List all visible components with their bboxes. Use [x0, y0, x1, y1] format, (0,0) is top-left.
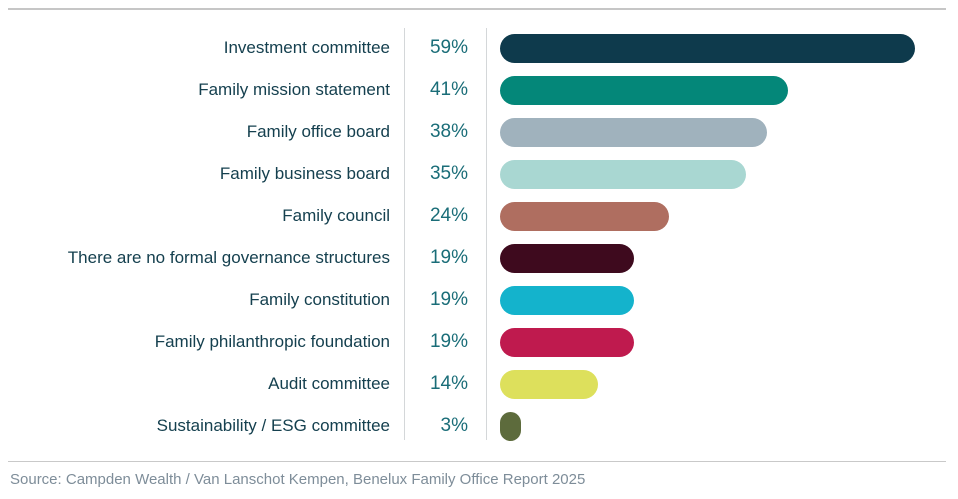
bar-track — [486, 75, 958, 105]
bar-track — [486, 411, 958, 441]
row-label: Sustainability / ESG committee — [156, 416, 390, 435]
row-label: Family philanthropic foundation — [154, 332, 390, 351]
row-label: Family council — [282, 206, 390, 225]
chart-row: Family philanthropic foundation 19% — [0, 321, 958, 363]
bar-track — [486, 327, 958, 357]
bar-track — [486, 201, 958, 231]
bar — [500, 369, 598, 399]
chart-row: Family office board 38% — [0, 111, 958, 153]
bar — [500, 243, 634, 273]
chart-row: Sustainability / ESG committee 3% — [0, 405, 958, 447]
row-value: 38% — [429, 121, 468, 142]
chart-row: Family council 24% — [0, 195, 958, 237]
bar-track — [486, 117, 958, 147]
top-rule — [8, 8, 946, 10]
row-label: Investment committee — [223, 38, 390, 57]
row-value: 41% — [429, 79, 468, 100]
chart-row: Investment committee 59% — [0, 27, 958, 69]
row-label: Family mission statement — [198, 80, 390, 99]
bar — [500, 33, 915, 63]
bar-track — [486, 159, 958, 189]
row-value: 19% — [429, 289, 468, 310]
source-rule — [8, 461, 946, 462]
row-label: Audit committee — [268, 374, 390, 393]
bar — [500, 327, 634, 357]
bar — [500, 411, 521, 441]
row-value: 35% — [429, 163, 468, 184]
chart-row: Family constitution 19% — [0, 279, 958, 321]
row-value: 24% — [429, 205, 468, 226]
bar — [500, 75, 788, 105]
row-value: 14% — [429, 373, 468, 394]
chart-row: Family business board 35% — [0, 153, 958, 195]
label-value-divider — [404, 28, 405, 440]
row-label: There are no formal governance structure… — [67, 248, 390, 267]
chart-row: Family mission statement 41% — [0, 69, 958, 111]
chart-row: There are no formal governance structure… — [0, 237, 958, 279]
bar-track — [486, 33, 958, 63]
bar — [500, 117, 767, 147]
row-value: 59% — [429, 37, 468, 58]
row-value: 3% — [440, 415, 468, 436]
row-label: Family business board — [219, 164, 390, 183]
governance-structures-bar-chart: Investment committee 59% Family mission … — [0, 27, 958, 447]
row-value: 19% — [429, 331, 468, 352]
bar-track — [486, 243, 958, 273]
source-attribution: Source: Campden Wealth / Van Lanschot Ke… — [10, 471, 586, 488]
bar — [500, 201, 669, 231]
bar-track — [486, 285, 958, 315]
value-bar-divider — [486, 28, 487, 440]
bar — [500, 159, 746, 189]
bar — [500, 285, 634, 315]
row-value: 19% — [429, 247, 468, 268]
row-label: Family office board — [246, 122, 390, 141]
chart-rows: Investment committee 59% Family mission … — [0, 27, 958, 447]
chart-row: Audit committee 14% — [0, 363, 958, 405]
bar-track — [486, 369, 958, 399]
row-label: Family constitution — [249, 290, 390, 309]
